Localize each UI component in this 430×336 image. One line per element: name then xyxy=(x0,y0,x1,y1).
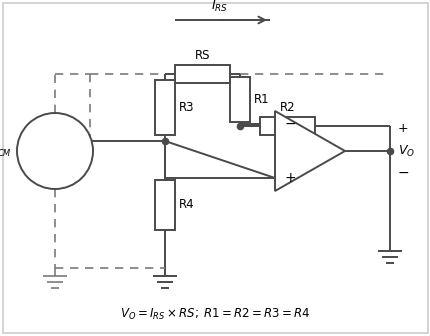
Text: RS: RS xyxy=(194,49,210,62)
Text: −: − xyxy=(40,159,53,173)
Text: R2: R2 xyxy=(279,101,295,114)
Text: $V_O$: $V_O$ xyxy=(397,143,414,159)
Bar xyxy=(175,65,230,83)
Text: R3: R3 xyxy=(178,101,194,114)
Text: +: + xyxy=(397,123,408,135)
Text: +: + xyxy=(42,129,52,142)
Text: $V_{CM}$: $V_{CM}$ xyxy=(0,143,12,159)
Text: R1: R1 xyxy=(253,93,269,107)
Text: −: − xyxy=(284,117,296,131)
Bar xyxy=(259,117,314,135)
Bar xyxy=(155,179,175,229)
Text: +: + xyxy=(284,171,296,185)
Text: $V_O = I_{RS} \times RS;\; R1 = R2 = R3 = R4$: $V_O = I_{RS} \times RS;\; R1 = R2 = R3 … xyxy=(120,306,310,322)
Circle shape xyxy=(17,113,93,189)
Polygon shape xyxy=(274,111,344,191)
Bar xyxy=(230,78,249,123)
Bar xyxy=(155,80,175,135)
Text: R4: R4 xyxy=(178,198,194,211)
Text: $I_{RS}$: $I_{RS}$ xyxy=(211,0,228,14)
Text: −: − xyxy=(397,166,408,180)
